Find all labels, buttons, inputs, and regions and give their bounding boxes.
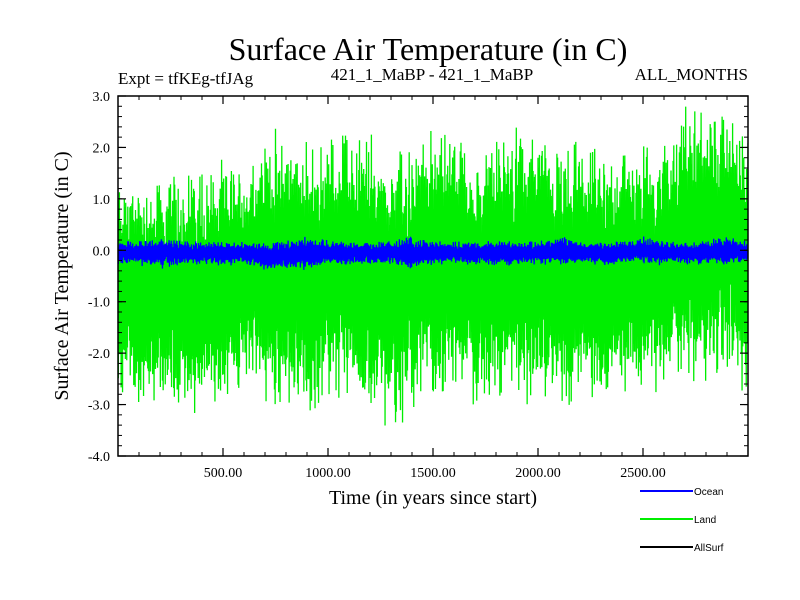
x-tick-label: 1500.00 xyxy=(410,466,456,481)
x-axis: 500.00 1000.00 1500.00 2000.00 2500.00 xyxy=(138,96,728,481)
y-tick-label: 1.0 xyxy=(93,193,111,208)
chart-title: Surface Air Temperature (in C) xyxy=(229,31,628,67)
series-line-land xyxy=(118,106,748,426)
plot-area xyxy=(117,95,749,457)
y-tick-label: -4.0 xyxy=(88,450,110,465)
subtitle-right: ALL_MONTHS xyxy=(635,65,748,84)
y-tick-label: -1.0 xyxy=(88,296,110,311)
y-axis: 3.0 2.0 1.0 0.0 -1.0 -2.0 -3.0 -4.0 xyxy=(88,90,748,465)
x-tick-label: 500.00 xyxy=(204,466,243,481)
legend: Ocean Land AllSurf xyxy=(640,487,724,554)
legend-label-ocean: Ocean xyxy=(694,487,723,498)
subtitle-left: Expt = tfKEg-tfJAg xyxy=(118,69,254,88)
y-tick-label: 2.0 xyxy=(93,141,111,156)
y-tick-label: -3.0 xyxy=(88,399,110,414)
y-tick-label: 0.0 xyxy=(93,244,111,259)
legend-label-allsurf: AllSurf xyxy=(694,543,724,554)
x-tick-label: 1000.00 xyxy=(305,466,351,481)
series-line-ocean xyxy=(118,236,748,270)
y-axis-label: Surface Air Temperature (in C) xyxy=(51,151,73,400)
series-layer xyxy=(118,106,748,426)
x-axis-label: Time (in years since start) xyxy=(329,487,537,509)
y-tick-label: -2.0 xyxy=(88,347,110,362)
legend-label-land: Land xyxy=(694,515,716,526)
subtitle-center: 421_1_MaBP - 421_1_MaBP xyxy=(331,65,533,84)
y-tick-label: 3.0 xyxy=(93,90,111,105)
x-tick-label: 2000.00 xyxy=(515,466,561,481)
x-tick-label: 2500.00 xyxy=(620,466,666,481)
